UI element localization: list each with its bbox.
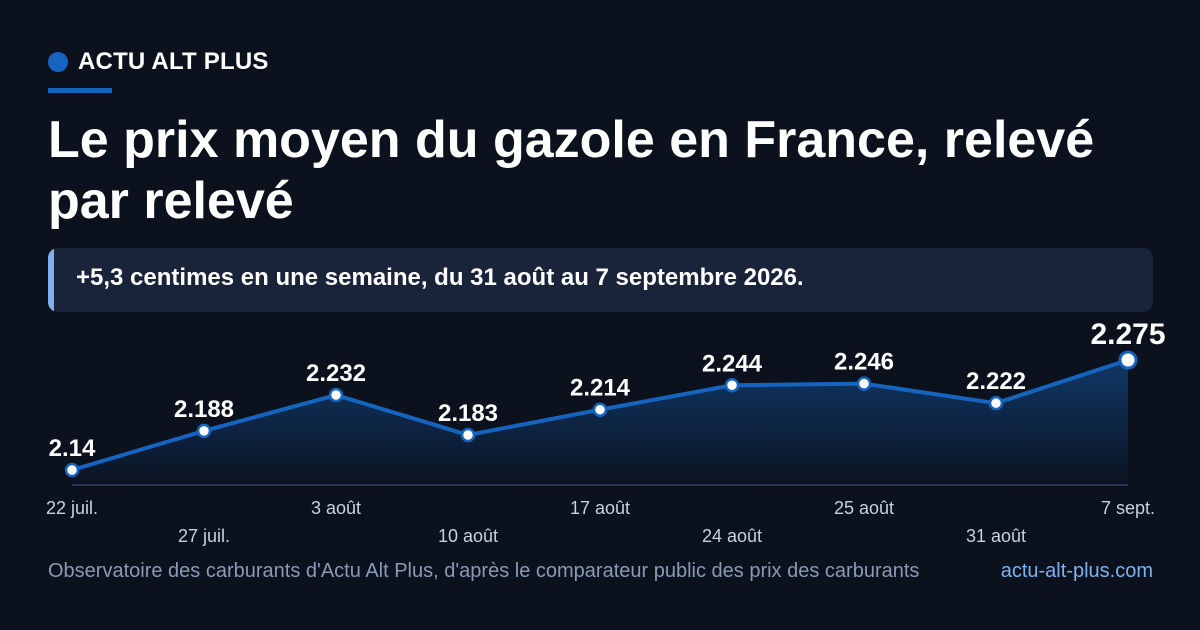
x-tick-label: 10 août — [438, 526, 498, 546]
data-point — [196, 423, 212, 439]
brand: ACTU ALT PLUS — [48, 48, 269, 76]
area-fill — [72, 360, 1128, 485]
brand-dot-icon — [48, 52, 68, 72]
data-label: 2.244 — [702, 350, 763, 377]
site-link[interactable]: actu-alt-plus.com — [1000, 559, 1153, 582]
data-point — [592, 402, 608, 417]
x-tick-label: 24 août — [702, 526, 762, 546]
brand-name: ACTU ALT PLUS — [78, 48, 269, 75]
x-tick-label: 3 août — [311, 498, 361, 518]
data-point — [856, 376, 872, 391]
data-point — [460, 427, 476, 443]
x-tick-label: 31 août — [966, 526, 1026, 546]
data-label: 2.14 — [49, 435, 96, 462]
callout-box: +5,3 centimes en une semaine, du 31 août… — [48, 248, 1153, 312]
data-label: 2.232 — [306, 360, 366, 387]
x-tick-label: 7 sept. — [1101, 498, 1155, 518]
callout-accent-bar — [48, 248, 54, 312]
data-point — [64, 462, 80, 478]
x-tick-label: 25 août — [834, 498, 894, 518]
source-text: Observatoire des carburants d'Actu Alt P… — [48, 559, 920, 582]
data-label: 2.188 — [174, 396, 234, 423]
callout-text: +5,3 centimes en une semaine, du 31 août… — [76, 264, 804, 291]
headline: Le prix moyen du gazole en France, relev… — [48, 111, 1095, 230]
data-point — [988, 395, 1004, 411]
data-label: 2.246 — [834, 349, 894, 376]
price-line-chart: 2.14 22 juil. 2.188 27 juil. 2.232 3 août 2.18… — [46, 320, 1166, 546]
data-point — [724, 378, 740, 393]
data-point — [1118, 350, 1138, 370]
x-tick-label: 22 juil. — [46, 498, 98, 518]
footer: Observatoire des carburants d'Actu Alt P… — [48, 556, 1153, 586]
data-label: 2.222 — [966, 368, 1026, 395]
x-tick-label: 17 août — [570, 498, 630, 518]
data-label: 2.214 — [570, 375, 631, 402]
x-tick-label: 27 juil. — [178, 526, 230, 546]
brand-underline — [48, 88, 112, 93]
data-point — [328, 387, 344, 403]
data-label: 2.183 — [438, 400, 498, 427]
data-label: 2.275 — [1090, 320, 1165, 351]
